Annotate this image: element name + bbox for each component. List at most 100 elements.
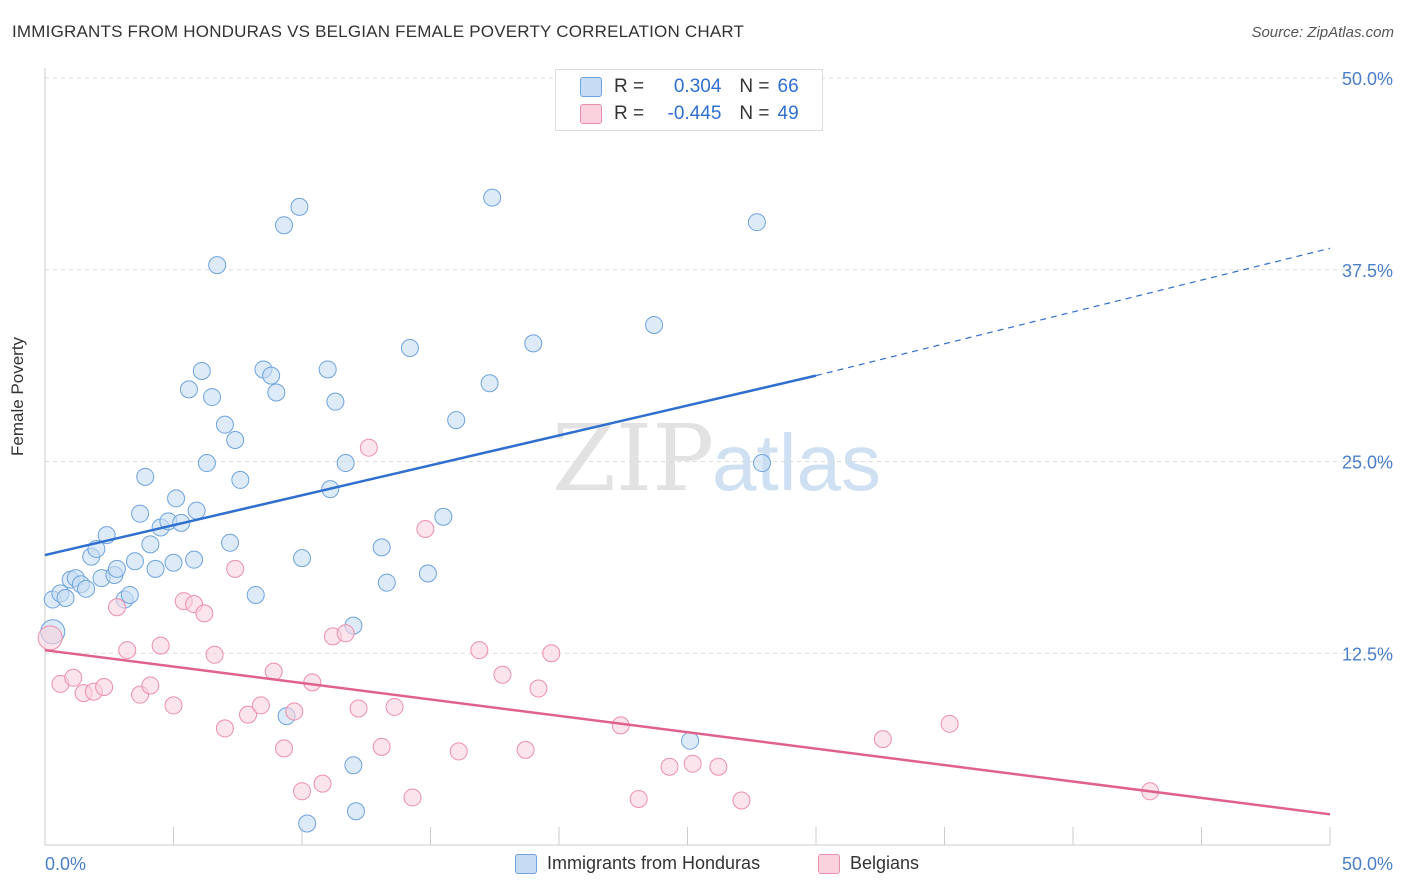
r-label: R = — [614, 103, 645, 124]
belgians-point — [151, 636, 170, 655]
legend-swatch-belgians — [580, 104, 602, 124]
honduras-point — [125, 552, 144, 571]
honduras-point — [179, 380, 198, 399]
legend-swatch-honduras — [580, 77, 602, 97]
series-legend: Immigrants from Honduras Belgians — [0, 853, 1406, 877]
belgians-point — [141, 676, 160, 695]
honduras-trend-line — [44, 374, 817, 557]
honduras-point — [221, 533, 240, 552]
belgians-point — [336, 624, 355, 643]
legend-item-belgians: Belgians — [818, 853, 919, 874]
honduras-point — [131, 504, 150, 523]
honduras-point — [267, 383, 286, 402]
honduras-point — [326, 392, 345, 411]
honduras-point — [418, 564, 437, 583]
honduras-point — [480, 374, 499, 393]
belgians-point — [359, 438, 378, 457]
belgians-point — [205, 645, 224, 664]
belgians-point — [275, 739, 294, 758]
honduras-point — [231, 470, 250, 489]
legend-label-honduras: Immigrants from Honduras — [547, 853, 761, 873]
r-label: R = — [614, 76, 645, 97]
belgians-point — [64, 668, 83, 687]
honduras-point — [336, 454, 355, 473]
honduras-point — [681, 731, 700, 750]
legend-swatch-honduras — [515, 853, 537, 874]
honduras-point — [434, 507, 453, 526]
honduras-point — [645, 315, 664, 334]
belgians-point — [215, 719, 234, 738]
n-label: N = — [739, 103, 770, 124]
axes — [44, 68, 1331, 846]
belgians-point — [542, 644, 561, 663]
belgians-point — [449, 742, 468, 761]
honduras-point — [164, 553, 183, 572]
r-value-honduras: 0.304 — [673, 76, 722, 97]
honduras-point — [346, 802, 365, 821]
belgians-point — [660, 757, 679, 776]
honduras-point — [136, 467, 155, 486]
legend-swatch-belgians — [818, 853, 840, 874]
belgians-point — [37, 625, 63, 651]
belgians-point — [195, 604, 214, 623]
x-tick-label: 0.0% — [45, 854, 86, 874]
legend-row-belgians: R = -0.445 N = 49 — [580, 102, 799, 126]
legend-label-belgians: Belgians — [850, 853, 920, 873]
honduras-point — [293, 549, 311, 568]
n-label: N = — [739, 76, 770, 97]
honduras-point — [262, 366, 281, 385]
belgians-point — [251, 696, 270, 715]
source-label: Source: ZipAtlas.com — [1251, 24, 1394, 41]
belgians-point — [313, 774, 332, 793]
belgians-point — [403, 788, 422, 807]
honduras-point — [524, 334, 543, 353]
belgians-point — [95, 677, 114, 696]
data-points — [37, 188, 1160, 833]
n-value-honduras: 66 — [777, 76, 799, 97]
belgians-point — [732, 791, 751, 810]
honduras-point — [197, 454, 216, 473]
honduras-point — [56, 589, 75, 608]
belgians-point — [293, 782, 311, 801]
honduras-point — [146, 559, 165, 578]
honduras-point — [747, 213, 766, 232]
honduras-point — [77, 579, 96, 598]
honduras-point — [275, 216, 294, 235]
honduras-point — [226, 431, 245, 450]
y-tick-label: 25.0% — [1342, 453, 1393, 473]
honduras-point — [187, 501, 206, 520]
honduras-point — [208, 256, 227, 275]
belgians-point — [349, 699, 368, 718]
honduras-point — [447, 411, 466, 430]
belgians-point — [709, 757, 728, 776]
honduras-point — [753, 454, 772, 473]
legend-row-honduras: R = 0.304 N = 66 — [580, 75, 799, 99]
belgians-point — [107, 598, 126, 617]
x-tick-label: 50.0% — [1342, 854, 1393, 874]
honduras-point — [192, 361, 211, 380]
honduras-point — [185, 550, 204, 569]
n-value-belgians: 49 — [777, 103, 799, 124]
belgians-point — [385, 697, 404, 716]
belgians-point — [470, 641, 489, 660]
y-tick-label: 37.5% — [1342, 261, 1393, 281]
watermark-atlas: atlas — [712, 418, 881, 507]
honduras-point — [377, 573, 396, 592]
belgians-point — [493, 665, 512, 684]
y-tick-label: 12.5% — [1342, 644, 1393, 664]
honduras-point — [318, 360, 337, 379]
belgians-point — [940, 714, 959, 733]
belgians-point — [372, 737, 391, 756]
belgians-point — [683, 754, 702, 773]
honduras-point — [215, 415, 234, 434]
belgians-point — [529, 679, 548, 698]
honduras-point — [372, 538, 391, 557]
honduras-point — [344, 756, 363, 775]
chart-title: IMMIGRANTS FROM HONDURAS VS BELGIAN FEMA… — [12, 22, 745, 41]
belgians-trend-line — [44, 648, 1331, 816]
belgians-point — [226, 559, 245, 578]
belgians-point — [164, 696, 183, 715]
honduras-point — [120, 585, 139, 604]
honduras-point — [483, 188, 502, 207]
honduras-point — [203, 388, 222, 407]
